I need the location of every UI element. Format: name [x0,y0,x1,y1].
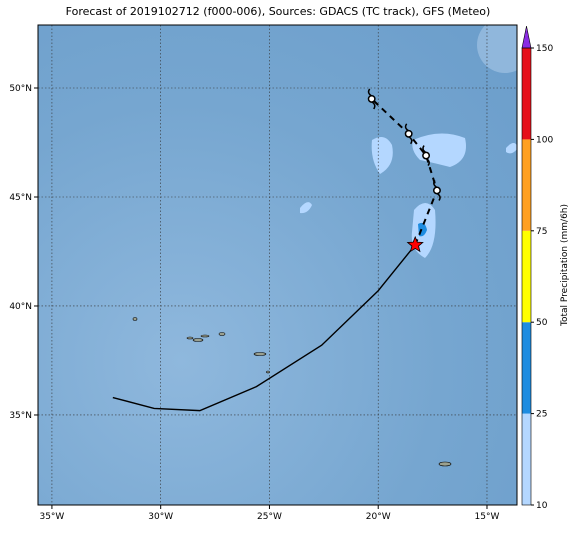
cyclone-arm [433,179,441,201]
colorbar-extension [521,25,532,49]
colorbar-tick-label: 75 [536,227,547,237]
y-tick-label: 35°N [9,411,32,421]
colorbar-frame [521,47,532,506]
layers [38,25,517,505]
ocean [38,25,517,505]
map-title: Forecast of 2019102712 (f000-006), Sourc… [66,5,491,18]
x-tick-label: 20°W [366,512,391,522]
x-tick-label: 30°W [148,512,173,522]
cyclone-symbol [404,123,413,145]
y-tick-label: 40°N [9,302,32,312]
map-frame [37,24,518,506]
colorbar-tick-label: 50 [536,318,548,328]
cyclone-core [422,151,431,160]
cyclone-symbol [432,179,441,201]
colorbar-segment [522,413,531,505]
precip-area [371,136,393,174]
cyclone-symbol [422,145,431,167]
cyclone-core [367,94,376,103]
islands [132,317,452,467]
precip-area [506,143,517,154]
y-tick-label: 50°N [9,84,32,94]
cyclone-arm [404,123,413,145]
colorbar-tick-label: 10 [536,501,548,511]
cyclone-arm [422,145,430,167]
cyclone-symbol [367,88,376,110]
y-tick-label: 45°N [9,193,32,203]
colorbar-tick-label: 150 [536,44,553,54]
precip-area [300,202,312,214]
past-track [112,244,416,412]
x-tick-label: 35°W [39,512,64,522]
cyclone-arm [367,88,376,110]
colorbar-tick-label: 25 [536,410,547,420]
colorbar-segment [522,322,531,414]
colorbar-segment [522,230,531,323]
x-tick-label: 15°W [475,512,500,522]
cyclone-core [432,186,441,195]
colorbar-segment [522,139,531,231]
current-position [406,235,424,253]
colorbar-tick-label: 100 [536,135,553,145]
colorbar-label: Total Precipitation (mm/6h) [560,204,570,327]
colorbar-segment [522,48,531,140]
cyclone-core [404,129,413,138]
x-tick-label: 25°W [257,512,282,522]
